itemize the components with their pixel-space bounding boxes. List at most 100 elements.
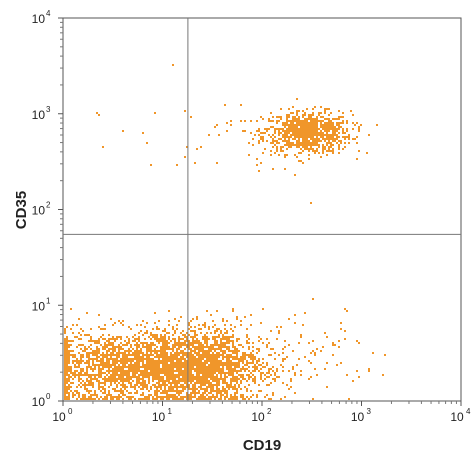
scatter-point	[214, 362, 216, 364]
scatter-point	[128, 354, 130, 356]
scatter-point	[112, 364, 114, 366]
scatter-point	[310, 136, 312, 138]
scatter-point	[96, 340, 98, 342]
scatter-point	[216, 328, 218, 330]
scatter-point	[108, 368, 110, 370]
scatter-point	[194, 384, 196, 386]
scatter-point	[122, 398, 124, 400]
scatter-point	[272, 138, 274, 140]
scatter-point	[166, 396, 168, 398]
scatter-point	[118, 350, 120, 352]
scatter-point	[162, 396, 164, 398]
scatter-point	[184, 360, 186, 362]
scatter-point	[302, 124, 304, 126]
scatter-point	[208, 354, 210, 356]
scatter-point	[216, 376, 218, 378]
scatter-point	[104, 388, 106, 390]
scatter-point	[158, 328, 160, 330]
scatter-point	[160, 360, 162, 362]
scatter-point	[152, 328, 154, 330]
scatter-point	[356, 158, 358, 160]
scatter-point	[160, 362, 162, 364]
scatter-point	[316, 130, 318, 132]
scatter-point	[114, 376, 116, 378]
scatter-point	[186, 332, 188, 334]
scatter-point	[182, 366, 184, 368]
scatter-point	[112, 354, 114, 356]
scatter-point	[176, 364, 178, 366]
scatter-point	[196, 364, 198, 366]
scatter-point	[124, 354, 126, 356]
scatter-point	[258, 336, 260, 338]
scatter-point	[134, 392, 136, 394]
scatter-point	[102, 386, 104, 388]
scatter-point	[200, 396, 202, 398]
scatter-point	[174, 366, 176, 368]
scatter-point	[142, 386, 144, 388]
scatter-point	[180, 356, 182, 358]
scatter-point	[346, 130, 348, 132]
scatter-point	[246, 336, 248, 338]
scatter-point	[80, 358, 82, 360]
scatter-point	[190, 388, 192, 390]
scatter-point	[306, 146, 308, 148]
scatter-point	[318, 152, 320, 154]
scatter-point	[66, 364, 68, 366]
scatter-point	[256, 348, 258, 350]
scatter-point	[134, 334, 136, 336]
scatter-point	[90, 384, 92, 386]
scatter-point	[160, 338, 162, 340]
scatter-point	[298, 110, 300, 112]
scatter-point	[306, 144, 308, 146]
scatter-point	[340, 140, 342, 142]
scatter-point	[308, 148, 310, 150]
scatter-point	[338, 116, 340, 118]
scatter-point	[326, 124, 328, 126]
scatter-point	[274, 378, 276, 380]
scatter-point	[106, 370, 108, 372]
scatter-point	[94, 340, 96, 342]
scatter-point	[110, 354, 112, 356]
scatter-point	[156, 336, 158, 338]
scatter-point	[148, 354, 150, 356]
scatter-point	[312, 134, 314, 136]
scatter-point	[152, 366, 154, 368]
scatter-point	[100, 362, 102, 364]
scatter-point	[126, 396, 128, 398]
scatter-point	[158, 374, 160, 376]
scatter-point	[224, 392, 226, 394]
scatter-point	[246, 390, 248, 392]
scatter-point	[142, 358, 144, 360]
scatter-point	[278, 154, 280, 156]
scatter-point	[204, 322, 206, 324]
scatter-point	[174, 374, 176, 376]
scatter-point	[174, 362, 176, 364]
scatter-point	[192, 376, 194, 378]
scatter-point	[214, 358, 216, 360]
scatter-point	[184, 382, 186, 384]
scatter-point	[250, 362, 252, 364]
scatter-point	[202, 370, 204, 372]
scatter-point	[98, 348, 100, 350]
scatter-point	[194, 362, 196, 364]
scatter-point	[314, 122, 316, 124]
scatter-point	[282, 146, 284, 148]
scatter-point	[158, 356, 160, 358]
scatter-point	[192, 362, 194, 364]
scatter-point	[162, 348, 164, 350]
scatter-point	[194, 392, 196, 394]
scatter-point	[190, 354, 192, 356]
scatter-point	[162, 370, 164, 372]
scatter-point	[226, 348, 228, 350]
scatter-point	[272, 140, 274, 142]
scatter-point	[186, 368, 188, 370]
scatter-point	[76, 366, 78, 368]
scatter-point	[250, 356, 252, 358]
scatter-point	[158, 338, 160, 340]
scatter-point	[328, 118, 330, 120]
scatter-point	[136, 344, 138, 346]
scatter-point	[138, 380, 140, 382]
scatter-point	[208, 326, 210, 328]
scatter-point	[138, 362, 140, 364]
scatter-point	[144, 358, 146, 360]
